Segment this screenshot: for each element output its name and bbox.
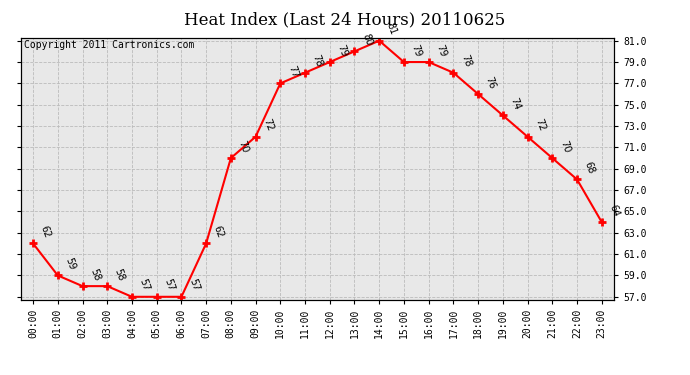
Text: 58: 58 — [88, 267, 101, 282]
Text: 78: 78 — [310, 54, 324, 69]
Text: 58: 58 — [112, 267, 126, 282]
Text: 70: 70 — [237, 139, 250, 154]
Text: 79: 79 — [335, 43, 349, 58]
Text: 81: 81 — [385, 22, 398, 36]
Text: 62: 62 — [39, 224, 52, 239]
Text: 68: 68 — [582, 160, 596, 175]
Text: Copyright 2011 Cartronics.com: Copyright 2011 Cartronics.com — [23, 40, 194, 50]
Text: 59: 59 — [63, 256, 77, 271]
Text: 57: 57 — [187, 278, 201, 292]
Text: 76: 76 — [484, 75, 497, 90]
Text: 72: 72 — [261, 117, 275, 133]
Text: 78: 78 — [459, 54, 473, 69]
Text: 70: 70 — [558, 139, 571, 154]
Text: Heat Index (Last 24 Hours) 20110625: Heat Index (Last 24 Hours) 20110625 — [184, 11, 506, 28]
Text: 57: 57 — [162, 278, 176, 292]
Text: 62: 62 — [212, 224, 226, 239]
Text: 77: 77 — [286, 64, 299, 79]
Text: 79: 79 — [434, 43, 448, 58]
Text: 64: 64 — [607, 203, 621, 218]
Text: 72: 72 — [533, 117, 546, 133]
Text: 74: 74 — [509, 96, 522, 111]
Text: 79: 79 — [409, 43, 423, 58]
Text: 57: 57 — [137, 278, 151, 292]
Text: 80: 80 — [360, 32, 373, 47]
